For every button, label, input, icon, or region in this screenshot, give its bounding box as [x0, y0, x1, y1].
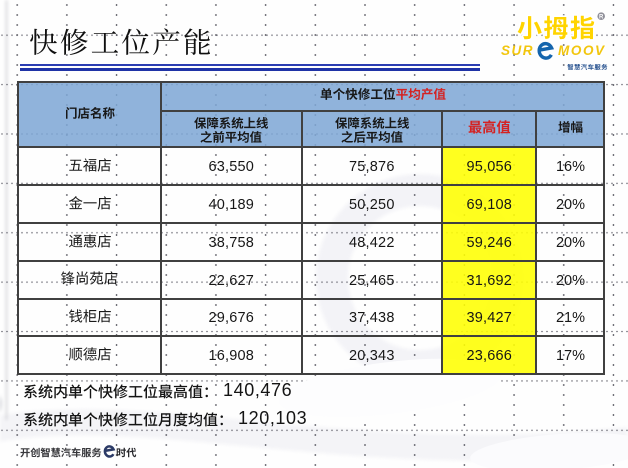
- svg-text:R: R: [599, 15, 604, 21]
